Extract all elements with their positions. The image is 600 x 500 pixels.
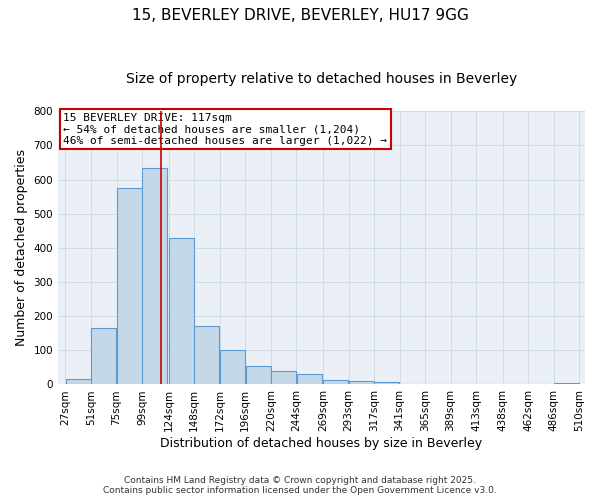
Text: Contains HM Land Registry data © Crown copyright and database right 2025.
Contai: Contains HM Land Registry data © Crown c… — [103, 476, 497, 495]
Bar — [117, 188, 142, 384]
Bar — [323, 380, 348, 384]
Bar — [374, 382, 400, 384]
Bar — [91, 328, 116, 384]
Y-axis label: Number of detached properties: Number of detached properties — [15, 150, 28, 346]
Text: 15 BEVERLEY DRIVE: 117sqm
← 54% of detached houses are smaller (1,204)
46% of se: 15 BEVERLEY DRIVE: 117sqm ← 54% of detac… — [64, 112, 388, 146]
X-axis label: Distribution of detached houses by size in Beverley: Distribution of detached houses by size … — [160, 437, 482, 450]
Bar — [194, 326, 220, 384]
Bar — [245, 366, 271, 384]
Bar — [296, 374, 322, 384]
Bar — [142, 168, 167, 384]
Bar — [271, 372, 296, 384]
Bar — [66, 380, 91, 384]
Bar — [554, 383, 579, 384]
Bar — [220, 350, 245, 384]
Text: 15, BEVERLEY DRIVE, BEVERLEY, HU17 9GG: 15, BEVERLEY DRIVE, BEVERLEY, HU17 9GG — [131, 8, 469, 22]
Bar — [169, 238, 194, 384]
Title: Size of property relative to detached houses in Beverley: Size of property relative to detached ho… — [126, 72, 517, 86]
Bar — [349, 381, 374, 384]
